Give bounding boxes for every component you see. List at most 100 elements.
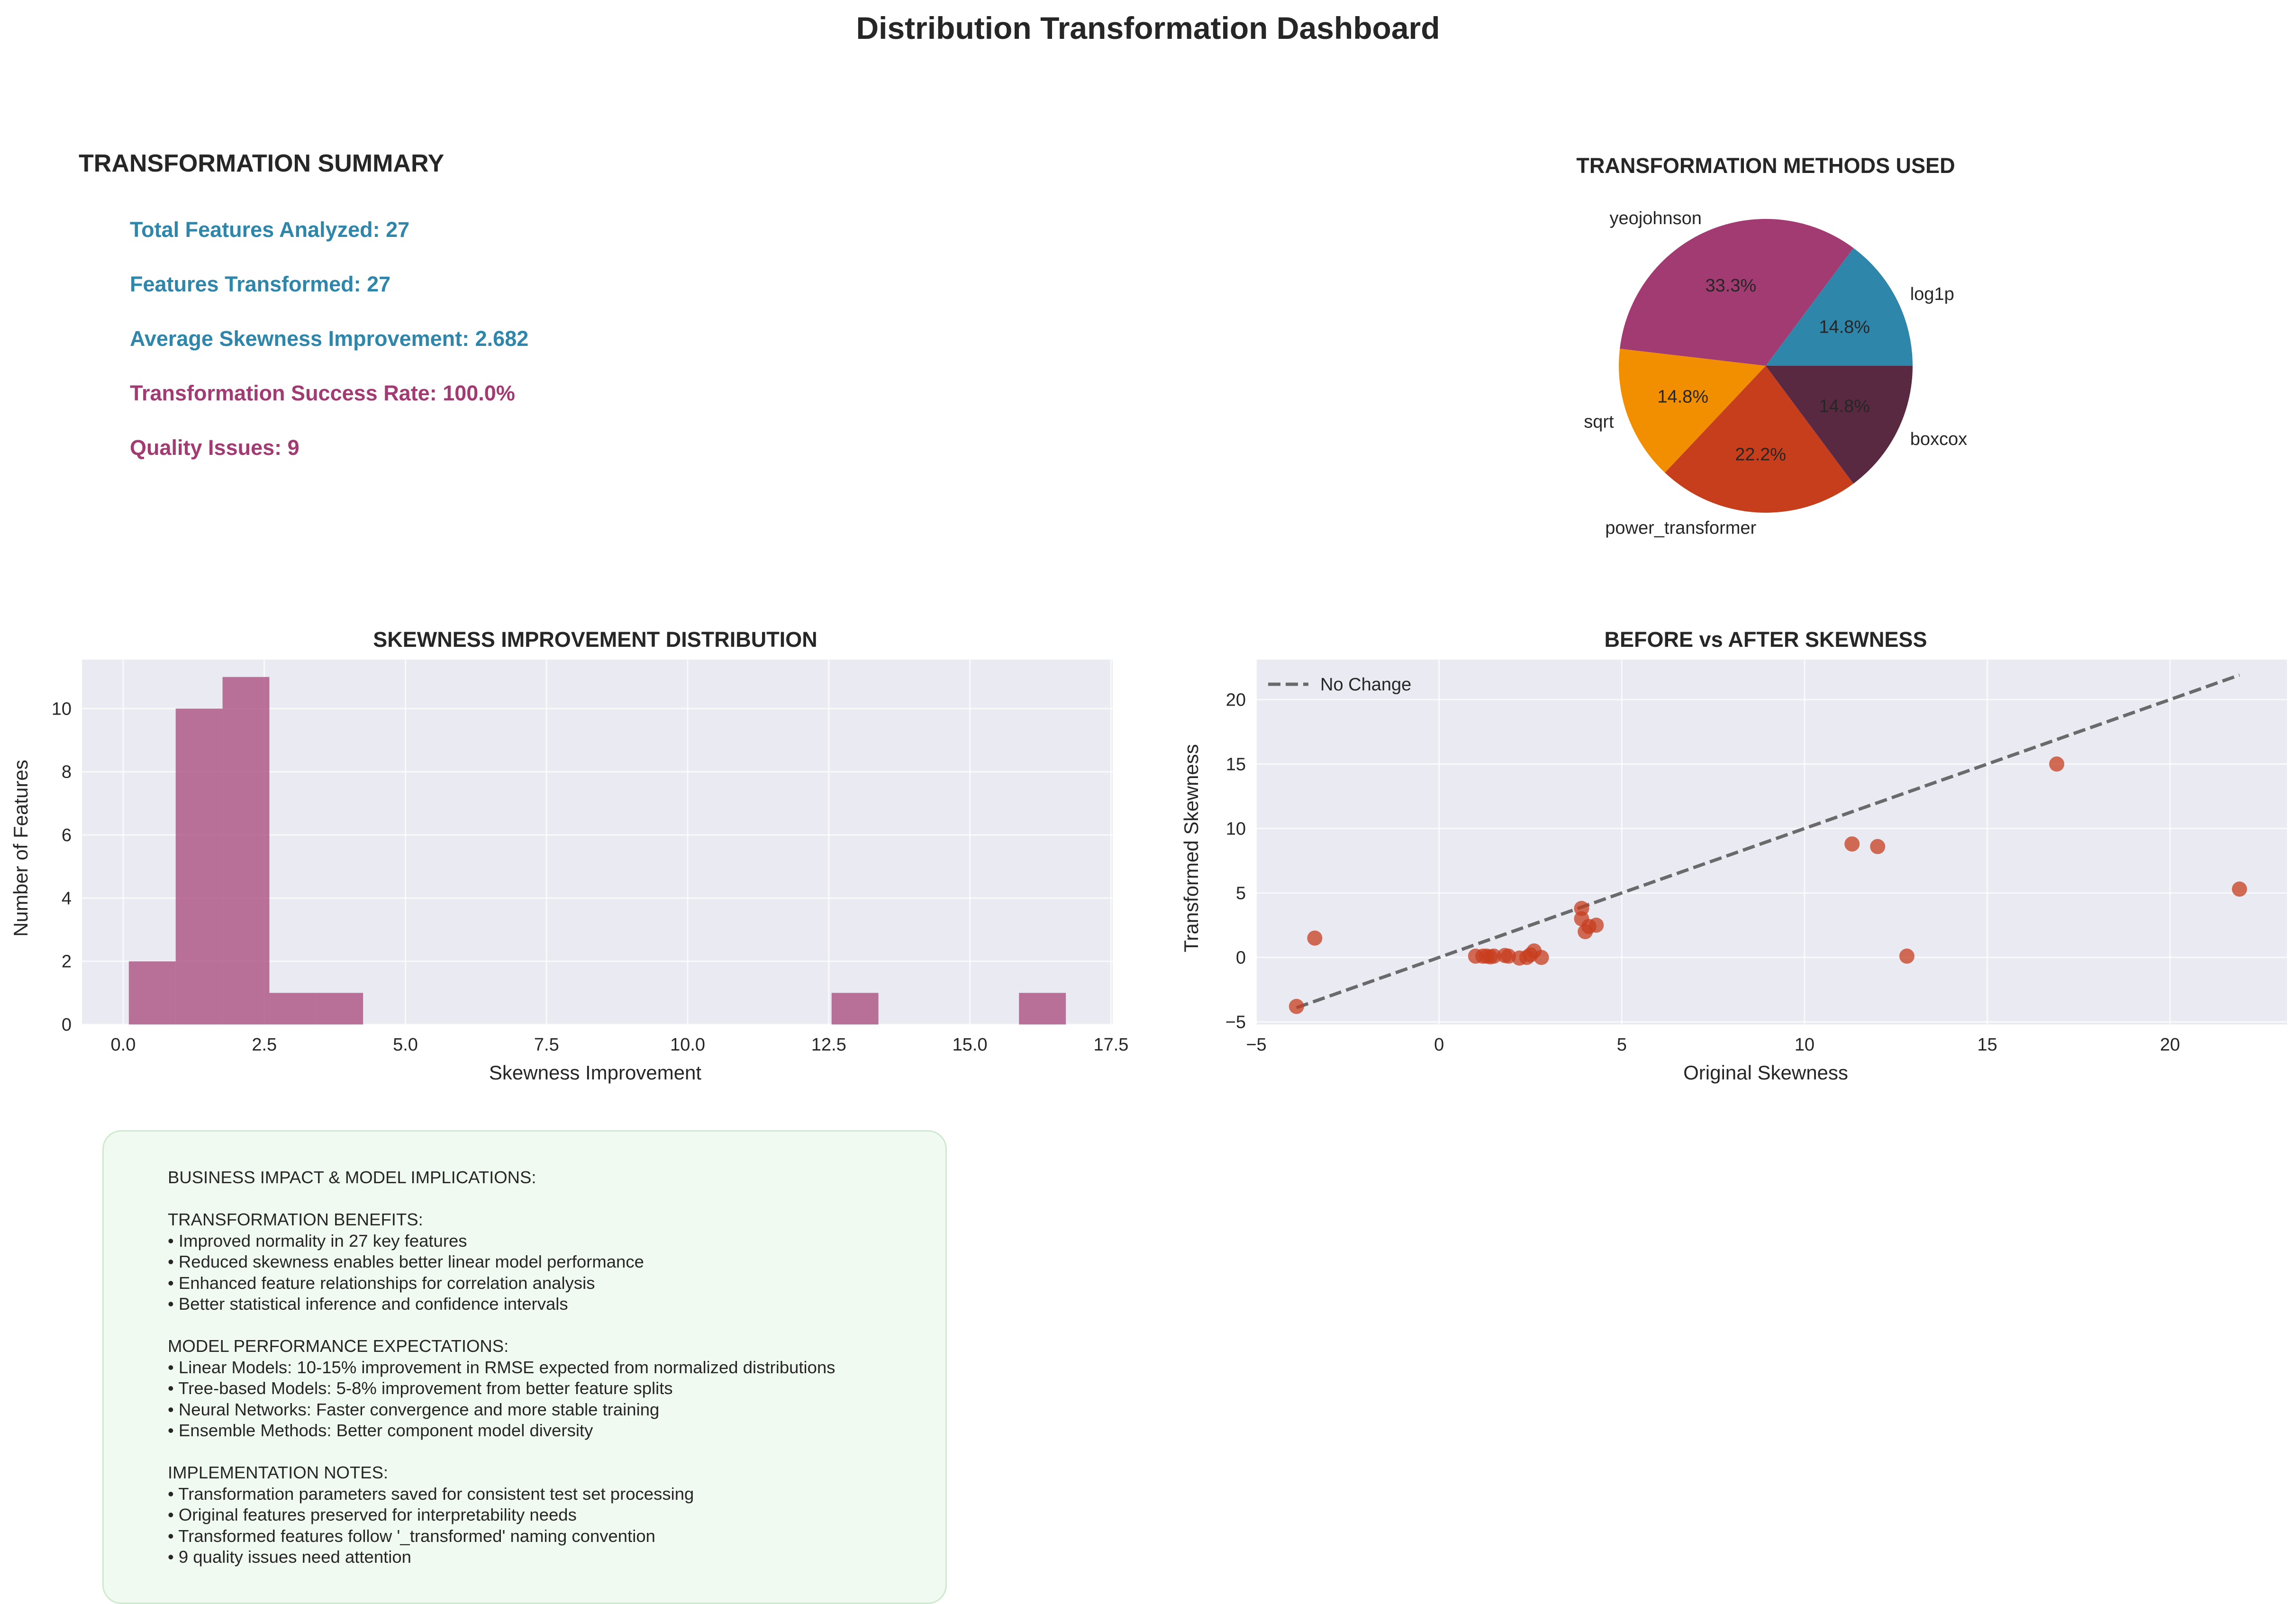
histogram-x-tick-label: 17.5 xyxy=(1093,1035,1128,1055)
biz-bullet: • Improved normality in 27 key features xyxy=(168,1231,467,1251)
biz-section-heading: TRANSFORMATION BENEFITS: xyxy=(168,1210,423,1229)
business-impact-text: BUSINESS IMPACT & MODEL IMPLICATIONS: TR… xyxy=(168,1167,945,1589)
scatter-point xyxy=(1512,950,1527,966)
biz-bullet: • Original features preserved for interp… xyxy=(168,1505,577,1524)
scatter-x-tick-label: −5 xyxy=(1246,1035,1266,1055)
scatter-y-tick-label: 0 xyxy=(1236,948,1246,968)
scatter-point xyxy=(1574,911,1589,926)
scatter-point xyxy=(1578,924,1593,940)
scatter-point xyxy=(1482,949,1498,965)
scatter-point xyxy=(1523,947,1538,963)
scatter-y-tick-label: 10 xyxy=(1226,819,1246,839)
scatter-point xyxy=(1501,948,1516,964)
scatter-x-tick-label: 0 xyxy=(1434,1035,1444,1055)
pie-percent-label: 33.3% xyxy=(1705,276,1756,296)
biz-bullet: • Enhanced feature relationships for cor… xyxy=(168,1273,595,1293)
biz-section-heading: MODEL PERFORMANCE EXPECTATIONS: xyxy=(168,1336,509,1356)
stat-total-features: Total Features Analyzed: 27 xyxy=(130,217,410,242)
summary-heading: TRANSFORMATION SUMMARY xyxy=(79,150,445,177)
scatter-point xyxy=(2232,881,2247,897)
biz-bullet: • Neural Networks: Faster convergence an… xyxy=(168,1399,660,1419)
scatter-x-tick-label: 20 xyxy=(2160,1035,2180,1055)
scatter-point xyxy=(1479,948,1494,964)
histogram-y-tick-label: 6 xyxy=(62,825,72,845)
pie-category-label: boxcox xyxy=(1910,429,1967,449)
scatter-point xyxy=(1475,948,1491,964)
histogram-bar xyxy=(831,993,879,1024)
scatter-point xyxy=(1581,919,1597,934)
histogram-x-tick-label: 10.0 xyxy=(670,1035,705,1055)
biz-bullet: • Transformation parameters saved for co… xyxy=(168,1484,694,1504)
biz-bullet: • Ensemble Methods: Better component mod… xyxy=(168,1421,593,1440)
pie-slice-yeojohnson xyxy=(1620,218,1854,366)
histogram-x-tick-label: 7.5 xyxy=(534,1035,559,1055)
histogram-x-tick-label: 5.0 xyxy=(393,1035,418,1055)
histogram-y-label: Number of Features xyxy=(9,760,32,937)
histogram-y-tick-label: 0 xyxy=(62,1015,72,1035)
business-impact-title: BUSINESS IMPACT & MODEL IMPLICATIONS: xyxy=(168,1168,536,1187)
biz-bullet: • 9 quality issues need attention xyxy=(168,1547,411,1567)
biz-bullet: • Better statistical inference and confi… xyxy=(168,1294,568,1314)
scatter-point xyxy=(1519,950,1534,965)
pie-category-label: log1p xyxy=(1910,284,1954,304)
histogram-y-tick-label: 2 xyxy=(62,952,72,972)
scatter-title: BEFORE vs AFTER SKEWNESS xyxy=(1605,627,1927,652)
stat-average-skewness-improvement: Average Skewness Improvement: 2.682 xyxy=(130,326,529,351)
no-change-line xyxy=(1296,673,2240,1009)
scatter-point xyxy=(1468,948,1483,964)
scatter-point xyxy=(1526,943,1542,959)
scatter-point xyxy=(1574,901,1589,916)
scatter-x-tick-label: 5 xyxy=(1617,1035,1627,1055)
biz-bullet: • Linear Models: 10-15% improvement in R… xyxy=(168,1357,835,1377)
scatter-point xyxy=(1289,998,1304,1014)
scatter-x-label: Original Skewness xyxy=(1683,1061,1848,1084)
scatter-x-tick-label: 15 xyxy=(1977,1035,1997,1055)
pie-percent-label: 14.8% xyxy=(1657,387,1708,407)
pie-category-label: yeojohnson xyxy=(1610,208,1702,228)
histogram-y-tick-label: 8 xyxy=(62,762,72,782)
histogram-plot-area xyxy=(82,660,1113,1024)
scatter-point xyxy=(1534,950,1549,965)
scatter-y-tick-label: 15 xyxy=(1226,754,1246,774)
pie-percent-label: 22.2% xyxy=(1735,445,1786,465)
legend-label: No Change xyxy=(1320,675,1411,695)
stat-success-rate: Transformation Success Rate: 100.0% xyxy=(130,381,515,405)
histogram-x-tick-label: 15.0 xyxy=(953,1035,988,1055)
pie-category-label: sqrt xyxy=(1584,412,1614,432)
business-impact-box: BUSINESS IMPACT & MODEL IMPLICATIONS: TR… xyxy=(102,1130,947,1604)
histogram-x-tick-label: 0.0 xyxy=(111,1035,136,1055)
histogram-bar xyxy=(316,993,363,1024)
stat-features-transformed: Features Transformed: 27 xyxy=(130,272,391,296)
histogram-y-tick-label: 4 xyxy=(62,888,72,908)
scatter-point xyxy=(1588,917,1604,933)
scatter-plot-area xyxy=(1256,660,2287,1024)
scatter-point xyxy=(1870,839,1886,854)
scatter-y-tick-label: 20 xyxy=(1226,690,1246,710)
biz-section-benefits: TRANSFORMATION BENEFITS: • Improved norm… xyxy=(168,1209,945,1315)
histogram-bar xyxy=(175,708,223,1024)
histogram-bar xyxy=(269,993,317,1024)
pie-chart-title: TRANSFORMATION METHODS USED xyxy=(1576,154,1955,178)
stat-quality-issues: Quality Issues: 9 xyxy=(130,435,299,460)
scatter-y-tick-label: −5 xyxy=(1225,1013,1246,1033)
histogram-y-tick-label: 10 xyxy=(52,699,72,719)
histogram-title: SKEWNESS IMPROVEMENT DISTRIBUTION xyxy=(373,627,817,652)
scatter-y-label: Transformed Skewness xyxy=(1180,744,1202,952)
scatter-y-tick-label: 5 xyxy=(1236,883,1246,903)
scatter-point xyxy=(1844,836,1860,852)
biz-bullet: • Reduced skewness enables better linear… xyxy=(168,1252,644,1271)
histogram-bar xyxy=(1019,993,1066,1024)
scatter-point xyxy=(1486,948,1502,964)
pie-slice-sqrt xyxy=(1619,349,1766,473)
histogram-bar xyxy=(222,677,270,1024)
histogram-x-label: Skewness Improvement xyxy=(489,1061,702,1084)
page-title: Distribution Transformation Dashboard xyxy=(856,10,1440,45)
biz-section-performance: MODEL PERFORMANCE EXPECTATIONS: • Linear… xyxy=(168,1336,945,1441)
histogram-x-tick-label: 12.5 xyxy=(811,1035,846,1055)
pie-percent-label: 14.8% xyxy=(1819,396,1870,416)
histogram-x-tick-label: 2.5 xyxy=(252,1035,277,1055)
transformation-summary-panel: TRANSFORMATION SUMMARY Total Features An… xyxy=(79,142,979,474)
pie-slice-log1p xyxy=(1766,248,1913,366)
biz-section-implementation: IMPLEMENTATION NOTES: • Transformation p… xyxy=(168,1462,945,1568)
biz-section-heading: IMPLEMENTATION NOTES: xyxy=(168,1463,389,1482)
